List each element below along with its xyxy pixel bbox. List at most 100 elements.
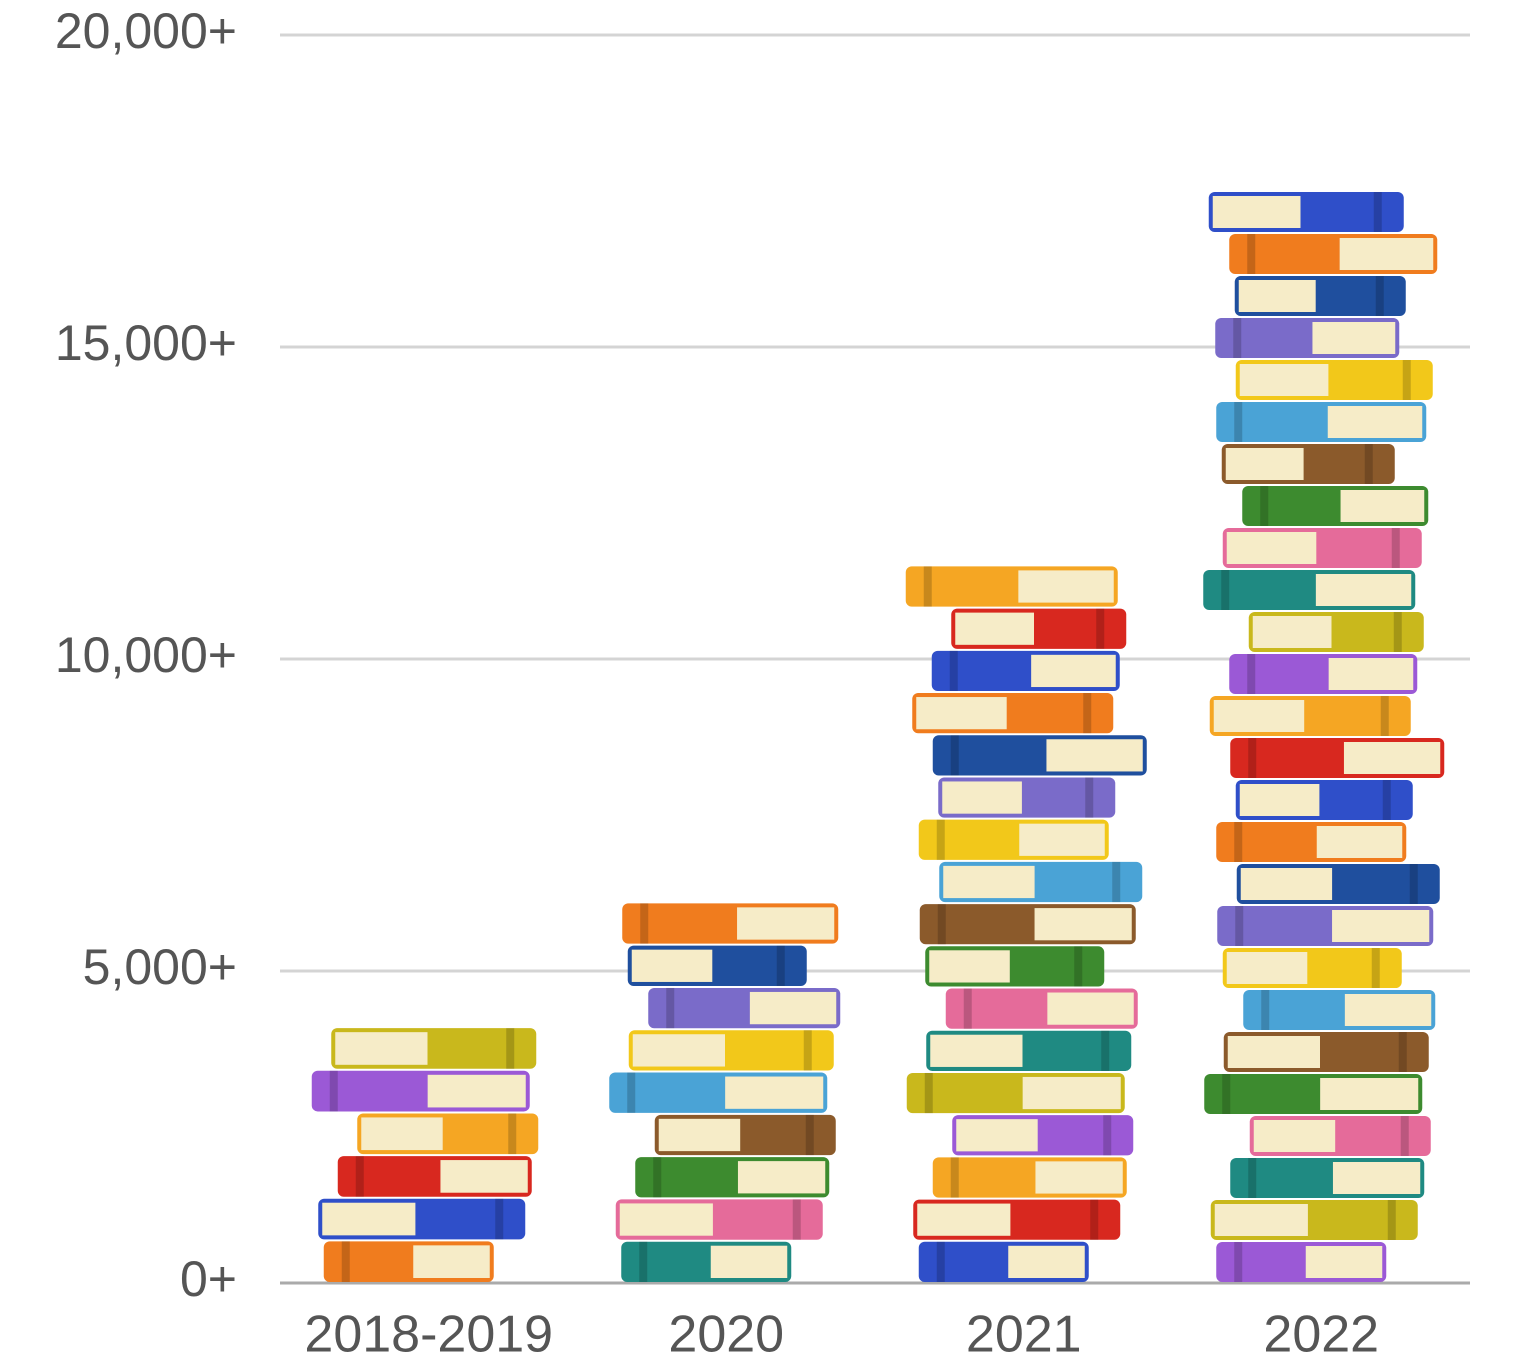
book-band bbox=[1234, 822, 1243, 862]
book-pages bbox=[427, 1074, 526, 1108]
book-pages bbox=[1312, 322, 1396, 354]
book-pages bbox=[956, 1119, 1038, 1152]
book-band bbox=[1393, 612, 1402, 652]
book-band bbox=[1261, 990, 1270, 1030]
y-tick-label: 15,000+ bbox=[55, 315, 237, 371]
book-band bbox=[1248, 1158, 1257, 1198]
book-pages bbox=[1213, 700, 1305, 732]
book-pages bbox=[413, 1245, 490, 1278]
book-pages bbox=[710, 1245, 788, 1278]
book-pages bbox=[619, 1203, 713, 1236]
book-stack bbox=[609, 903, 841, 1282]
book-band bbox=[495, 1198, 504, 1240]
book-band bbox=[1233, 318, 1242, 358]
book-pages bbox=[1018, 570, 1114, 603]
book-band bbox=[923, 566, 932, 607]
book-band bbox=[803, 1030, 812, 1071]
book-band bbox=[1247, 234, 1256, 274]
book-pages bbox=[440, 1160, 528, 1193]
book-pages bbox=[1240, 868, 1333, 900]
book-band bbox=[805, 1114, 814, 1156]
book-band bbox=[1398, 1032, 1407, 1072]
book-band bbox=[355, 1156, 364, 1197]
book-pages bbox=[322, 1202, 416, 1236]
book-pages bbox=[1339, 238, 1434, 270]
book-pages bbox=[1226, 532, 1317, 564]
x-tick-label: 2018-2019 bbox=[304, 1306, 553, 1364]
book-band bbox=[1090, 1199, 1099, 1240]
book-band bbox=[792, 1199, 801, 1240]
book-band bbox=[1234, 402, 1243, 442]
book-stack bbox=[311, 1028, 539, 1282]
book-band bbox=[963, 988, 972, 1029]
book-band bbox=[1248, 738, 1257, 778]
book-band bbox=[1085, 777, 1094, 818]
book-pages bbox=[917, 1203, 1011, 1236]
book-band bbox=[640, 903, 649, 944]
book-band bbox=[1260, 486, 1269, 526]
book-pages bbox=[1320, 1078, 1419, 1110]
book-pages bbox=[1340, 490, 1425, 522]
book-pages bbox=[1332, 1162, 1421, 1194]
book-pages bbox=[1332, 910, 1430, 942]
book-band bbox=[1235, 906, 1244, 946]
book-pages bbox=[1316, 826, 1403, 858]
book-pages bbox=[1035, 1161, 1123, 1194]
book-pages bbox=[1344, 994, 1432, 1026]
book-band bbox=[776, 945, 785, 986]
book-band bbox=[639, 1241, 648, 1282]
book-pages bbox=[1227, 1036, 1320, 1068]
book-pages bbox=[929, 950, 1010, 983]
book-pages bbox=[737, 1161, 826, 1194]
book-pages bbox=[1239, 784, 1320, 816]
book-band bbox=[1234, 1242, 1243, 1282]
book-band bbox=[1074, 946, 1083, 987]
book-pages bbox=[1046, 739, 1143, 772]
book-band bbox=[1373, 192, 1382, 232]
book-band bbox=[508, 1113, 517, 1155]
book-pages bbox=[658, 1118, 741, 1152]
book-pages bbox=[930, 1034, 1023, 1067]
book-stack bbox=[905, 566, 1147, 1282]
book-pages bbox=[1315, 574, 1412, 606]
book-pages bbox=[1343, 742, 1441, 774]
book-band bbox=[1402, 360, 1411, 400]
book-pages bbox=[1238, 280, 1316, 312]
book-band bbox=[1112, 861, 1121, 903]
y-tick-label: 0+ bbox=[180, 1251, 237, 1307]
book-pages bbox=[632, 1034, 725, 1067]
book-pages bbox=[1047, 992, 1134, 1025]
book-band bbox=[1247, 654, 1256, 694]
book-pages bbox=[361, 1117, 443, 1151]
book-pages bbox=[1226, 952, 1308, 984]
book-pages bbox=[1214, 1204, 1308, 1236]
book-band bbox=[1387, 1200, 1396, 1240]
book-band bbox=[506, 1028, 515, 1069]
book-pages bbox=[955, 612, 1034, 645]
book-band bbox=[1380, 696, 1389, 736]
book-band bbox=[924, 1072, 933, 1114]
book-band bbox=[950, 1157, 959, 1198]
book-pages bbox=[1008, 1245, 1085, 1278]
book-pages bbox=[1239, 364, 1329, 396]
book-pages bbox=[1327, 406, 1423, 438]
book-band bbox=[1096, 608, 1105, 649]
book-pages bbox=[1031, 654, 1116, 688]
book-pages bbox=[1305, 1246, 1383, 1278]
book-band bbox=[936, 819, 945, 860]
book-pages bbox=[335, 1032, 428, 1065]
book-pages bbox=[737, 907, 835, 940]
book-band bbox=[653, 1157, 662, 1198]
book-pages bbox=[1034, 908, 1132, 941]
book-pages bbox=[1225, 448, 1304, 480]
book-pages bbox=[1212, 196, 1301, 228]
book-band bbox=[666, 987, 675, 1029]
book-pages bbox=[916, 697, 1007, 730]
book-band bbox=[1382, 780, 1391, 820]
book-band bbox=[937, 904, 946, 945]
book-band bbox=[1409, 864, 1418, 904]
book-pages bbox=[1328, 658, 1414, 690]
y-tick-label: 20,000+ bbox=[55, 3, 237, 59]
book-band bbox=[950, 735, 959, 776]
book-band bbox=[1375, 276, 1384, 316]
